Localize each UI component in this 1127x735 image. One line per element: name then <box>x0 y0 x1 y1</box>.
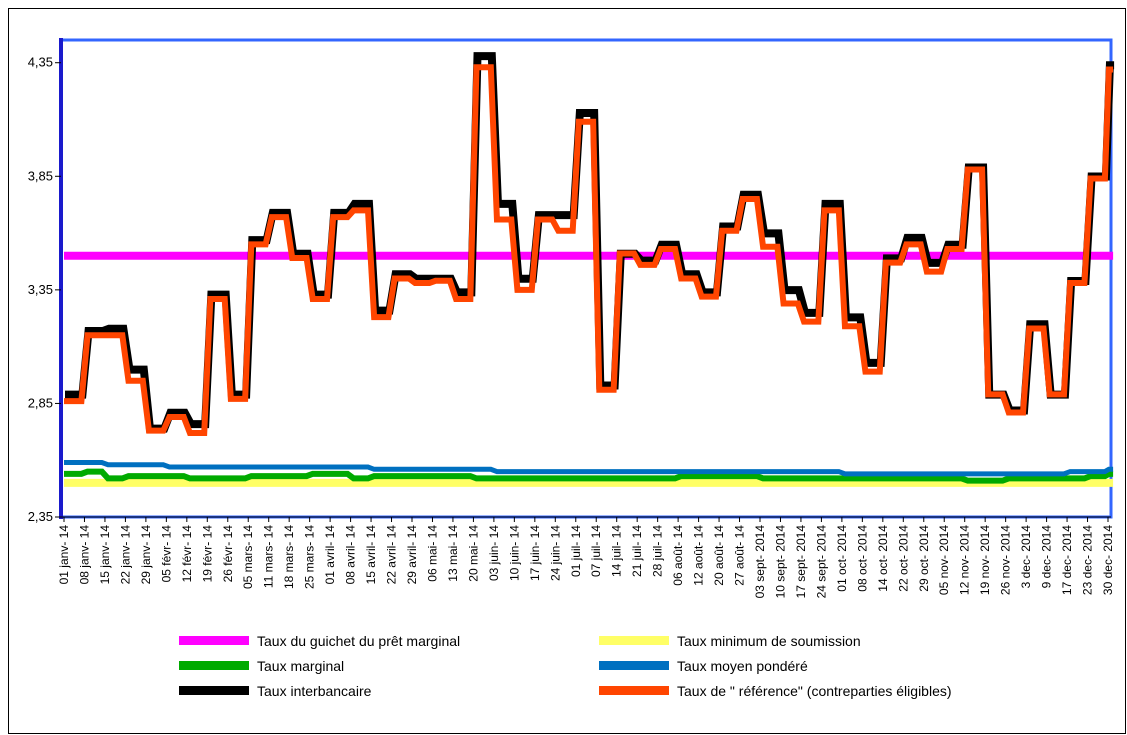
x-tick-label: 05 mars- 14 <box>241 525 255 589</box>
x-tick-label: 08 oct- 2014 <box>855 525 869 592</box>
x-tick-label: 29 oct- 2014 <box>917 525 931 592</box>
legend: Taux du guichet du prêt marginal Taux min… <box>179 633 952 699</box>
x-tick-label: 18 mars- 14 <box>282 525 296 589</box>
x-tick-label: 01 oct- 2014 <box>835 525 849 592</box>
y-tick-label: 3,35 <box>28 282 53 297</box>
x-tick-label: 03 sept- 2014 <box>753 525 767 599</box>
y-axis: 2,35 2,85 3,35 3,85 4,35 <box>28 55 61 524</box>
legend-swatch <box>179 661 249 670</box>
x-tick-label: 26 févr- 14 <box>221 525 235 583</box>
legend-swatch <box>179 686 249 695</box>
x-tick-label: 11 mars- 14 <box>262 525 276 588</box>
x-tick-label: 15 avril- 14 <box>364 525 378 585</box>
x-tick-label: 08 janv- 14 <box>77 525 91 585</box>
x-tick-label: 24 sept- 2014 <box>814 525 828 599</box>
series-layer <box>64 52 1115 487</box>
x-tick-label: 17 sept- 2014 <box>794 525 808 599</box>
y-tick-label: 2,85 <box>28 395 53 410</box>
x-tick-label: 22 janv- 14 <box>118 525 132 585</box>
legend-label: Taux interbancaire <box>257 683 372 699</box>
legend-swatch <box>599 686 669 695</box>
x-tick-label: 07 juil- 14 <box>589 525 603 577</box>
series-line-taux-de-r-f-rence-contreparties-ligibles <box>64 64 1114 436</box>
x-tick-label: 12 août- 14 <box>692 525 706 586</box>
x-tick-label: 27 août- 14 <box>733 525 747 586</box>
x-tick-label: 21 juil- 14 <box>630 525 644 577</box>
legend-swatch <box>599 661 669 670</box>
x-tick-label: 06 mai- 14 <box>425 525 439 582</box>
y-tick-label: 4,35 <box>28 55 53 70</box>
series-line-taux-marginal <box>64 468 1114 484</box>
line-chart: 2,35 2,85 3,35 3,85 4,35 01 janv- 14 08 janv-… <box>28 38 1115 699</box>
x-tick-label: 01 juil- 14 <box>569 525 583 577</box>
x-tick-label: 14 oct- 2014 <box>876 525 890 592</box>
x-axis: 01 janv- 14 08 janv- 14 15 janv- 14 22 janv… <box>57 517 1115 598</box>
legend-label: Taux de " référence" (contreparties élig… <box>677 683 952 699</box>
x-tick-label: 10 juin- 14 <box>507 525 521 581</box>
y-tick-label: 3,85 <box>28 168 53 183</box>
x-tick-label: 17 juin- 14 <box>528 525 542 581</box>
chart-frame: 2,35 2,85 3,35 3,85 4,35 01 janv- 14 08 janv-… <box>8 8 1126 734</box>
x-tick-label: 14 juil- 14 <box>610 525 624 577</box>
x-tick-label: 20 mai- 14 <box>466 525 480 582</box>
legend-swatch <box>599 636 669 645</box>
x-tick-label: 06 août- 14 <box>671 525 685 586</box>
x-tick-label: 19 févr- 14 <box>200 525 214 583</box>
x-tick-label: 13 mai- 14 <box>446 525 460 582</box>
series-line-taux-moyen-pond-r <box>64 459 1114 477</box>
x-tick-label: 10 sept- 2014 <box>773 525 787 599</box>
x-tick-label: 03 juin- 14 <box>487 525 501 581</box>
x-tick-label: 20 août- 14 <box>712 525 726 586</box>
x-tick-label: 15 janv- 14 <box>98 525 112 585</box>
x-tick-label: 25 mars- 14 <box>303 525 317 589</box>
x-tick-label: 12 nov- 2014 <box>958 525 972 595</box>
x-tick-label: 22 avril- 14 <box>385 525 399 585</box>
x-tick-label: 23 dec- 2014 <box>1081 525 1095 595</box>
legend-label: Taux du guichet du prêt marginal <box>257 633 460 649</box>
legend-swatch <box>179 636 249 645</box>
x-tick-label: 28 juil- 14 <box>651 525 665 577</box>
x-tick-label: 12 févr- 14 <box>180 525 194 583</box>
x-tick-label: 05 nov- 2014 <box>937 525 951 595</box>
y-tick-label: 2,35 <box>28 509 53 524</box>
x-tick-label: 30 dec- 2014 <box>1101 525 1115 595</box>
x-tick-label: 05 févr- 14 <box>159 525 173 583</box>
legend-label: Taux marginal <box>257 658 344 674</box>
x-tick-label: 26 nov- 2014 <box>999 525 1013 595</box>
x-tick-label: 29 janv- 14 <box>139 525 153 585</box>
legend-label: Taux minimum de soumission <box>677 633 861 649</box>
legend-label: Taux moyen pondéré <box>677 658 808 674</box>
x-tick-label: 24 juin- 14 <box>548 525 562 581</box>
x-tick-label: 17 dec- 2014 <box>1060 525 1074 595</box>
x-tick-label: 01 janv- 14 <box>57 525 71 585</box>
x-tick-label: 19 nov- 2014 <box>978 525 992 595</box>
x-tick-label: 22 oct- 2014 <box>896 525 910 592</box>
x-tick-label: 29 avril- 14 <box>405 525 419 585</box>
x-tick-label: 08 avril- 14 <box>344 525 358 585</box>
x-tick-label: 9 dec- 2014 <box>1040 525 1054 589</box>
x-tick-label: 3 dec- 2014 <box>1019 525 1033 589</box>
x-tick-label: 01 avril- 14 <box>323 525 337 585</box>
